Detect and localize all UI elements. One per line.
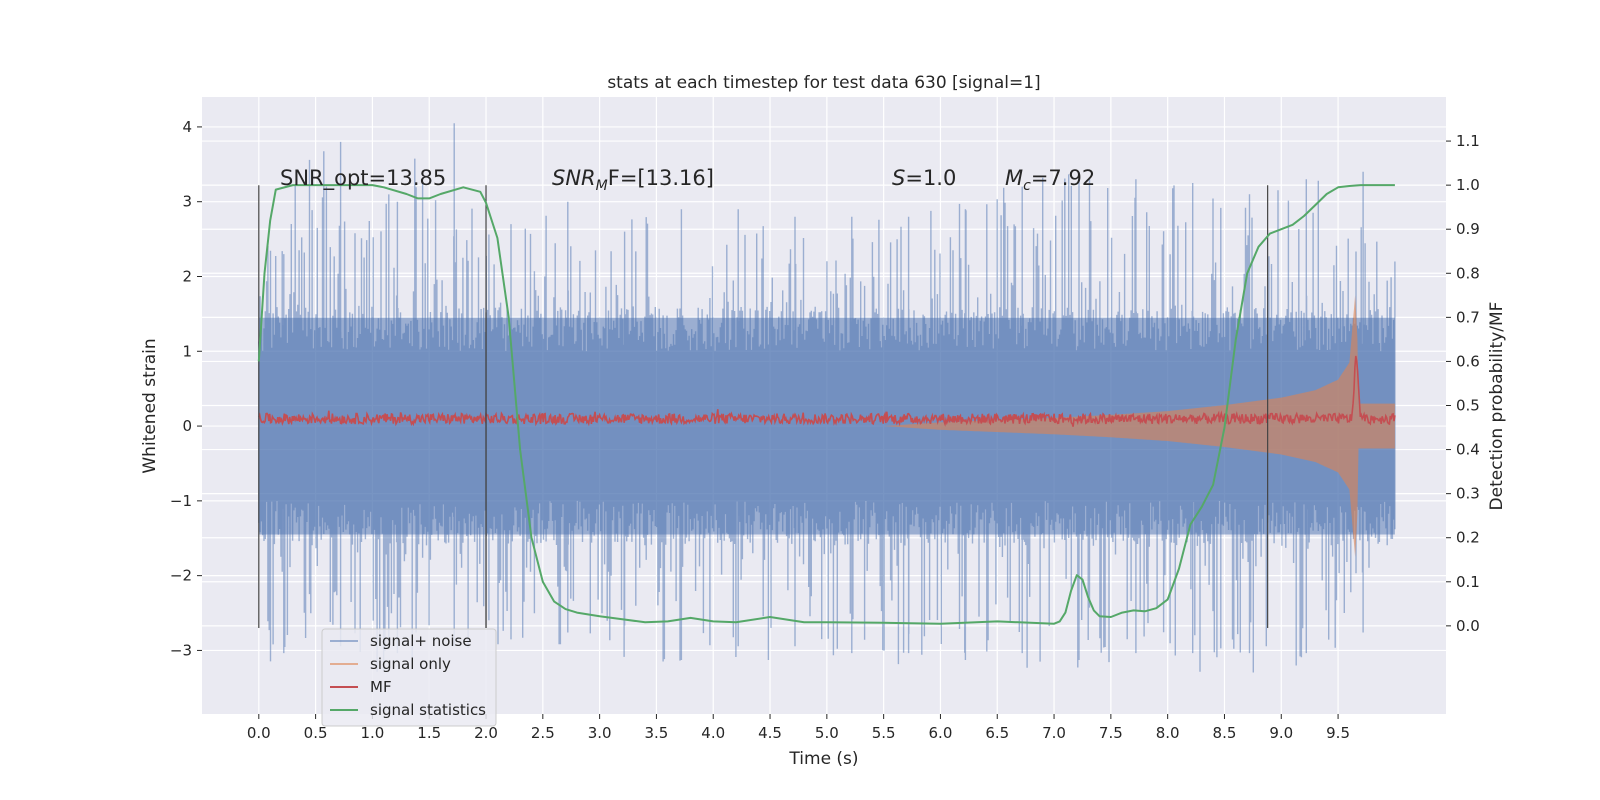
- x-tick-label: 3.0: [588, 724, 612, 742]
- annotation-s: S=1.0: [892, 166, 956, 190]
- x-axis-ticks: 0.0 0.5 1.0 1.5 2.0 2.5 3.0 3.5 4.0 4.5 5.0 5.5 6.0 6…: [247, 714, 1350, 742]
- y-axis-ticks: 4 3 2 1 0 −1 −2 −3: [170, 118, 202, 659]
- x-tick-label: 1.5: [417, 724, 441, 742]
- x-tick-label: 7.5: [1099, 724, 1123, 742]
- annotation-s-val: =1.0: [905, 166, 956, 190]
- annotation-mc-var: M: [1005, 166, 1023, 190]
- x-tick-label: 4.5: [758, 724, 782, 742]
- y-tick-label: 4: [182, 118, 192, 136]
- annotation-snr-mf-post: F=[13.16]: [608, 166, 714, 190]
- x-tick-label: 5.0: [815, 724, 839, 742]
- legend: signal+ noise signal only MF signal stat…: [321, 628, 497, 727]
- y2-tick-label: 0.0: [1456, 617, 1480, 635]
- signal-statistics-line: [257, 184, 1395, 625]
- x-tick-label: 0.0: [247, 724, 271, 742]
- y2-tick-label: 0.2: [1456, 529, 1480, 547]
- vertical-markers: [258, 185, 1269, 628]
- series-mf: [258, 355, 1396, 427]
- annotation-mc-val: =7.92: [1031, 166, 1095, 190]
- x-tick-label: 4.0: [701, 724, 725, 742]
- y2-tick-label: 0.4: [1456, 441, 1480, 459]
- y-tick-label: 2: [182, 267, 192, 285]
- x-tick-label: 7.0: [1042, 724, 1066, 742]
- y2-tick-label: 1.1: [1456, 132, 1480, 150]
- x-tick-label: 5.5: [872, 724, 896, 742]
- mf-line: [258, 355, 1396, 427]
- y-tick-label: −3: [170, 641, 192, 659]
- x-tick-label: 2.0: [474, 724, 498, 742]
- legend-entry-signal-statistics: signal statistics: [330, 701, 486, 719]
- annotation-snr-mf: SNRMF=[13.16]: [552, 166, 714, 194]
- legend-label-mf: MF: [370, 678, 392, 696]
- y-tick-label: 3: [182, 193, 192, 211]
- x-tick-label: 3.5: [644, 724, 668, 742]
- x-tick-label: 6.0: [929, 724, 953, 742]
- y2-tick-label: 0.3: [1456, 485, 1480, 503]
- y2-tick-label: 1.0: [1456, 176, 1480, 194]
- y2-tick-label: 0.6: [1456, 352, 1480, 370]
- annotation-mc-sub: c: [1023, 178, 1031, 194]
- y2-axis-label: Detection probability/MF: [1487, 302, 1507, 511]
- y2-tick-label: 0.1: [1456, 573, 1480, 591]
- y-tick-label: 1: [182, 342, 192, 360]
- legend-label-signal-plus-noise: signal+ noise: [370, 632, 472, 650]
- legend-label-signal-only: signal only: [370, 655, 451, 673]
- y2-tick-label: 0.5: [1456, 397, 1480, 415]
- x-tick-label: 9.0: [1269, 724, 1293, 742]
- x-tick-label: 2.5: [531, 724, 555, 742]
- series-signal-statistics: [257, 184, 1395, 625]
- annotation-mc: Mc=7.92: [1005, 166, 1095, 194]
- legend-entry-signal-plus-noise: signal+ noise: [330, 632, 472, 650]
- annotation-snr-mf-pre: SNR: [552, 166, 596, 190]
- y-tick-label: −2: [170, 567, 192, 585]
- y2-tick-label: 0.8: [1456, 264, 1480, 282]
- annotation-snr-opt: SNR_opt=13.85: [280, 166, 446, 191]
- x-tick-label: 9.5: [1326, 724, 1350, 742]
- x-tick-label: 0.5: [304, 724, 328, 742]
- legend-label-signal-statistics: signal statistics: [370, 701, 486, 719]
- legend-box: [321, 628, 497, 727]
- annotation-s-var: S: [892, 166, 905, 190]
- y-axis-label: Whitened strain: [140, 338, 160, 473]
- legend-entry-mf: MF: [330, 678, 392, 696]
- y-tick-label: −1: [170, 492, 192, 510]
- x-tick-label: 8.5: [1213, 724, 1237, 742]
- y2-tick-label: 0.9: [1456, 220, 1480, 238]
- y2-axis-ticks: 1.1 1.0 0.9 0.8 0.7 0.6 0.5 0.4 0.3 0.2 0.1 0.0: [1446, 132, 1480, 635]
- series-signal-only: [883, 295, 1395, 557]
- y2-tick-label: 0.7: [1456, 308, 1480, 326]
- chart-title: stats at each timestep for test data 630…: [607, 73, 1040, 93]
- signal-only-envelope: [883, 295, 1395, 557]
- x-tick-label: 8.0: [1156, 724, 1180, 742]
- x-axis-label: Time (s): [788, 749, 858, 769]
- x-tick-label: 6.5: [985, 724, 1009, 742]
- y-tick-label: 0: [182, 417, 192, 435]
- annotation-snr-mf-sub: M: [596, 178, 608, 194]
- x-tick-label: 1.0: [360, 724, 384, 742]
- legend-entry-signal-only: signal only: [330, 655, 451, 673]
